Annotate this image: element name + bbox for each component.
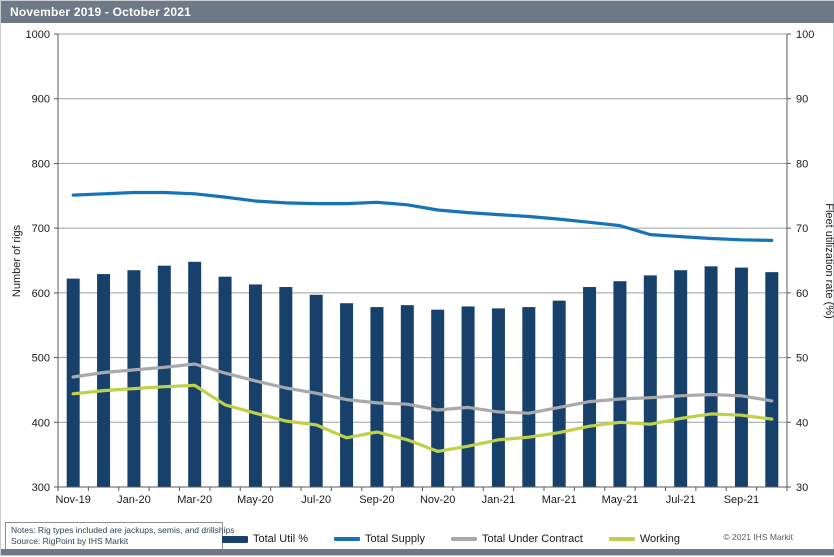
svg-text:100: 100 (796, 29, 814, 41)
util-bar (340, 303, 354, 487)
svg-text:50: 50 (796, 353, 808, 365)
util-bar (734, 267, 748, 487)
util-bar (552, 300, 566, 487)
total-supply-swatch (334, 537, 361, 541)
util-bar (127, 270, 141, 487)
util-bar (522, 307, 536, 487)
util-bar (491, 308, 505, 487)
legend-label: Total Util % (252, 533, 309, 545)
left-axis-title: Number of rigs (11, 224, 23, 298)
util-bar (431, 309, 445, 487)
svg-text:40: 40 (796, 417, 808, 429)
svg-text:80: 80 (796, 158, 808, 170)
util-bar (309, 294, 323, 487)
util-bar (400, 305, 414, 487)
util-bar (97, 274, 111, 487)
svg-text:May-21: May-21 (602, 494, 639, 506)
svg-text:600: 600 (32, 288, 50, 300)
util-bar (157, 265, 171, 487)
svg-text:Mar-21: Mar-21 (542, 494, 577, 506)
util-bar (461, 306, 475, 487)
svg-text:900: 900 (32, 94, 50, 106)
notes-box: Notes: Rig types included are jackups, s… (5, 522, 235, 550)
util-bar (613, 281, 627, 487)
svg-text:800: 800 (32, 158, 50, 170)
working-swatch (608, 537, 635, 541)
util-bar (704, 266, 718, 487)
svg-text:90: 90 (796, 94, 808, 106)
svg-text:Nov-19: Nov-19 (55, 494, 90, 506)
svg-text:Jan-21: Jan-21 (482, 494, 516, 506)
svg-text:Mar-20: Mar-20 (177, 494, 212, 506)
svg-text:Jan-20: Jan-20 (117, 494, 151, 506)
legend-item-total-util: Total Util % (221, 533, 309, 545)
svg-text:300: 300 (32, 482, 50, 494)
notes-line: Notes: Rig types included are jackups, s… (11, 525, 235, 535)
footer-strip (1, 549, 834, 555)
svg-text:700: 700 (32, 223, 50, 235)
total-under-contract-line (71, 362, 774, 415)
legend-item-under-contract: Total Under Contract (450, 533, 583, 545)
svg-text:400: 400 (32, 417, 50, 429)
svg-text:70: 70 (796, 223, 808, 235)
copyright-text: © 2021 IHS Markit (723, 532, 793, 542)
legend-item-total-supply: Total Supply (334, 533, 425, 545)
legend-label: Working (639, 533, 680, 545)
legend-label: Total Supply (365, 533, 425, 545)
svg-text:Nov-20: Nov-20 (420, 494, 455, 506)
util-bar (674, 270, 688, 487)
total-supply-line (71, 190, 774, 242)
util-bar (643, 275, 657, 487)
svg-text:60: 60 (796, 288, 808, 300)
svg-text:Sep-20: Sep-20 (359, 494, 394, 506)
legend-item-working: Working (608, 533, 680, 545)
util-bar (583, 287, 597, 487)
util-bar (218, 276, 232, 487)
svg-text:500: 500 (32, 353, 50, 365)
axes: Nov-19 Jan-20 Mar-20 May-20 Jul-20 Sep-20 Nov-… (55, 34, 788, 506)
chart-legend: Total Util % Total Supply Total Under Co… (151, 530, 751, 548)
chart-title-bar: November 2019 - October 2021 (1, 1, 834, 23)
svg-text:Jul-21: Jul-21 (666, 494, 696, 506)
right-axis-title: Fleet utilization rate (%) (823, 203, 834, 319)
total-util-swatch (221, 535, 248, 543)
util-bar (66, 278, 80, 487)
total-under-contract-swatch (450, 537, 477, 541)
util-bar (765, 272, 779, 487)
svg-text:1000: 1000 (26, 29, 50, 41)
util-bars (66, 261, 779, 487)
svg-text:May-20: May-20 (237, 494, 274, 506)
legend-label: Total Under Contract (481, 533, 583, 545)
gridlines: 300 30 400 40 500 50 600 60 700 70 800 80 900 90 1000 1… (26, 29, 815, 494)
util-bar (248, 284, 262, 487)
working-line (71, 383, 774, 453)
source-line: Source: RigPoint by IHS Markit (11, 536, 129, 546)
util-bar (188, 261, 202, 487)
svg-text:30: 30 (796, 482, 808, 494)
svg-text:Sep-21: Sep-21 (724, 494, 759, 506)
util-bar (370, 307, 384, 487)
svg-text:Jul-20: Jul-20 (301, 494, 331, 506)
